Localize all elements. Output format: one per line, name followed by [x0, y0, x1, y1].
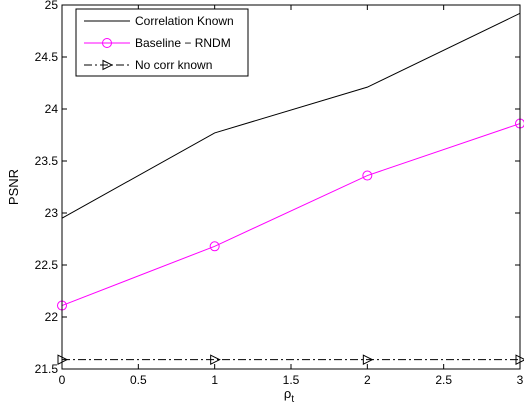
series-1-point-1 — [209, 241, 220, 252]
x-tick-label: 1.5 — [283, 373, 300, 387]
y-tick-label: 21.5 — [35, 362, 59, 376]
legend-label-2: No corr known — [135, 58, 212, 72]
x-axis-label-subscript: t — [291, 394, 294, 405]
y-tick-label: 25 — [45, 0, 59, 12]
series-2-point-1 — [210, 354, 221, 365]
series-line-1 — [61, 123, 521, 307]
y-tick-label: 22.5 — [35, 258, 59, 272]
legend-marker-2 — [102, 59, 114, 71]
x-tick-label: 1 — [211, 373, 218, 387]
series-line-0 — [61, 12, 521, 219]
y-tick-label: 23 — [45, 206, 59, 220]
y-axis-label: PSNR — [6, 169, 21, 205]
x-tick-label: 2 — [364, 373, 371, 387]
y-tick-label: 23.5 — [35, 154, 59, 168]
x-tick-label: 2.5 — [435, 373, 452, 387]
legend-label-1: Baseline − RNDM — [135, 36, 231, 50]
axes-layer — [61, 4, 521, 370]
x-tick-label: 0.5 — [130, 373, 147, 387]
series-2-point-2 — [362, 354, 374, 365]
y-tick-label: 22 — [45, 310, 59, 324]
y-tick-label: 24 — [45, 102, 59, 116]
legend-marker-1 — [102, 38, 112, 48]
legend: Correlation Known Baseline − RNDM No corr … — [75, 8, 249, 77]
x-axis-label: ρt — [284, 386, 294, 405]
series-1-point-2 — [362, 170, 373, 181]
x-tick-label: 3 — [517, 373, 524, 387]
y-tick-label: 24.5 — [35, 50, 59, 64]
x-axis-label-main: ρ — [284, 386, 291, 401]
legend-label-0: Correlation Known — [135, 14, 234, 28]
x-tick-label: 0 — [59, 373, 66, 387]
